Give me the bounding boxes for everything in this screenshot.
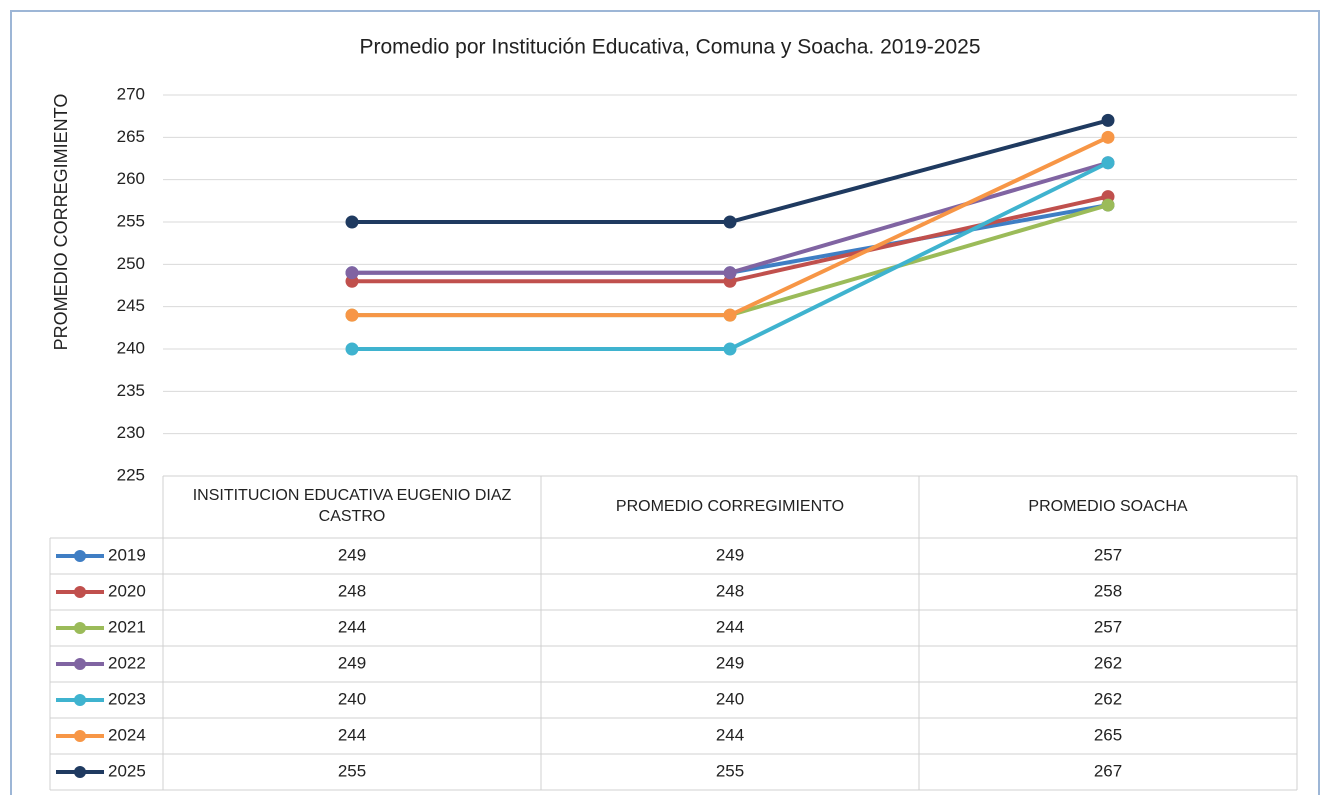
- data-point: [1101, 198, 1115, 212]
- y-tick-label: 240: [117, 338, 145, 357]
- data-point: [345, 308, 359, 322]
- table-cell: 257: [1094, 617, 1122, 636]
- y-tick-label: 270: [117, 84, 145, 103]
- table-header: PROMEDIO CORREGIMIENTO: [615, 497, 845, 515]
- table-cell: 267: [1094, 761, 1122, 780]
- y-tick-label: 225: [117, 465, 145, 484]
- table-cell: 249: [338, 653, 366, 672]
- legend-marker: [74, 730, 86, 742]
- legend-label: 2024: [108, 725, 146, 744]
- y-tick-label: 235: [117, 381, 145, 400]
- legend-marker: [74, 658, 86, 670]
- data-point: [723, 342, 737, 356]
- table-cell: 262: [1094, 653, 1122, 672]
- table-cell: 240: [338, 689, 366, 708]
- legend-marker: [74, 550, 86, 562]
- data-point: [345, 342, 359, 356]
- legend-label: 2020: [108, 581, 146, 600]
- y-tick-label: 255: [117, 211, 145, 230]
- data-point: [723, 215, 737, 229]
- data-point: [1101, 130, 1115, 144]
- chart-title: Promedio por Institución Educativa, Comu…: [359, 36, 980, 59]
- chart-frame: [10, 10, 1320, 795]
- table-header: PROMEDIO SOACHA: [1028, 497, 1188, 515]
- legend-label: 2021: [108, 617, 146, 636]
- data-point: [1101, 156, 1115, 170]
- table-cell: 249: [338, 545, 366, 564]
- table-cell: 257: [1094, 545, 1122, 564]
- y-tick-label: 245: [117, 296, 145, 315]
- y-axis-label: PROMEDIO CORREGIMIENTO: [51, 94, 71, 351]
- data-point: [345, 266, 359, 280]
- table-cell: 249: [716, 653, 744, 672]
- table-cell: 244: [338, 617, 366, 636]
- table-cell: 248: [338, 581, 366, 600]
- table-cell: 240: [716, 689, 744, 708]
- y-tick-label: 230: [117, 423, 145, 442]
- y-tick-label: 265: [117, 127, 145, 146]
- data-point: [723, 266, 737, 280]
- category-label: PROMEDIO CORREGIMIENTO: [615, 497, 845, 515]
- legend-label: 2022: [108, 653, 146, 672]
- legend-label: 2023: [108, 689, 146, 708]
- table-cell: 244: [338, 725, 366, 744]
- table-cell: 255: [338, 761, 366, 780]
- legend-label: 2019: [108, 545, 146, 564]
- legend-marker: [74, 586, 86, 598]
- y-tick-label: 250: [117, 254, 145, 273]
- legend-marker: [74, 694, 86, 706]
- data-point: [1101, 113, 1115, 127]
- category-label: INSITITUCION EDUCATIVA EUGENIO DIAZ CAST…: [192, 487, 512, 525]
- table-cell: 249: [716, 545, 744, 564]
- table-cell: 265: [1094, 725, 1122, 744]
- table-cell: 248: [716, 581, 744, 600]
- table-cell: 244: [716, 617, 744, 636]
- table-cell: 262: [1094, 689, 1122, 708]
- table-cell: 258: [1094, 581, 1122, 600]
- data-point: [723, 308, 737, 322]
- legend-marker: [74, 622, 86, 634]
- table-cell: 255: [716, 761, 744, 780]
- table-cell: 244: [716, 725, 744, 744]
- table-header: INSITITUCION EDUCATIVA EUGENIO DIAZ CAST…: [192, 487, 512, 525]
- data-point: [345, 215, 359, 229]
- legend-label: 2025: [108, 761, 146, 780]
- legend-marker: [74, 766, 86, 778]
- y-tick-label: 260: [117, 169, 145, 188]
- category-label: PROMEDIO SOACHA: [1028, 497, 1188, 515]
